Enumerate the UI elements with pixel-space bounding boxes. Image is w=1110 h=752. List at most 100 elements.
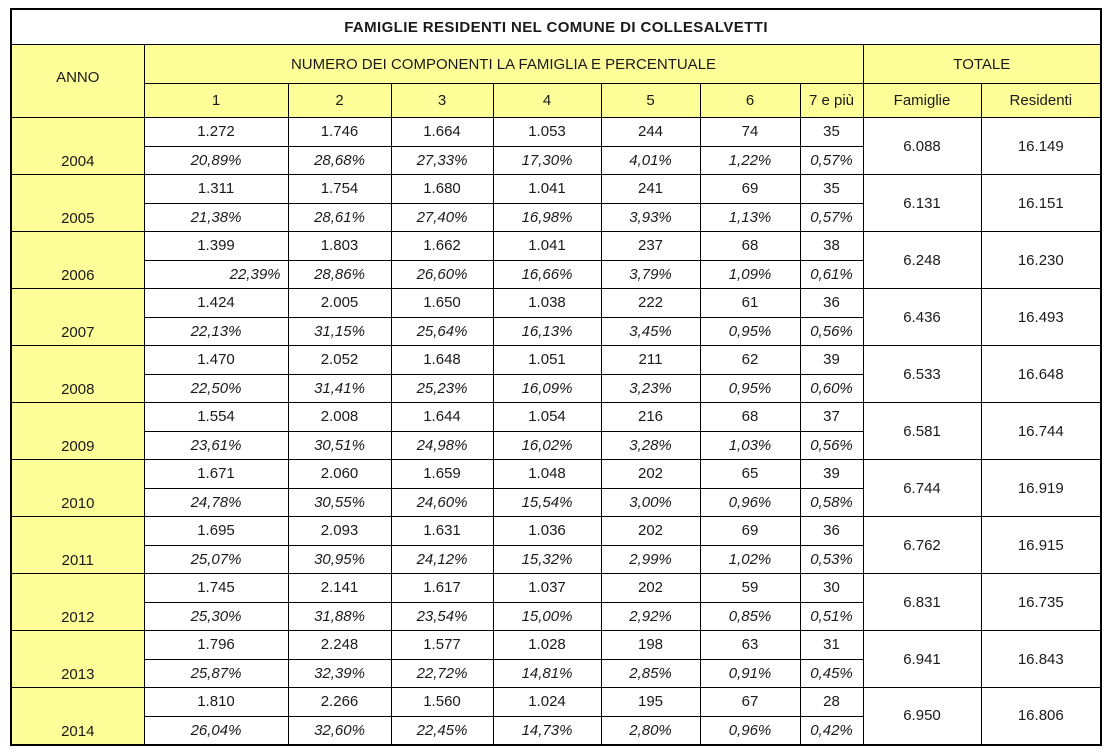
count-cell: 1.036 [492,516,602,546]
year-cell-2004: 2004 [10,117,145,175]
percent-cell: 31,41% [287,373,392,403]
count-cell: 195 [600,687,701,717]
year-cell-2007: 2007 [10,288,145,346]
percent-cell: 0,57% [799,145,864,175]
percent-cell: 25,23% [390,373,494,403]
col-header-famiglie: Famiglie [862,83,982,118]
percent-cell: 28,86% [287,259,392,289]
famiglie-total-cell: 6.581 [862,402,982,460]
count-cell: 2.005 [287,288,392,318]
percent-cell: 22,13% [143,316,289,346]
count-cell: 222 [600,288,701,318]
famiglie-total-cell: 6.831 [862,573,982,631]
percent-cell: 0,95% [699,316,801,346]
percent-cell: 25,87% [143,658,289,688]
year-cell-2008: 2008 [10,345,145,403]
count-cell: 2.008 [287,402,392,432]
percents-row-2005: 21,38% 28,61% 27,40% 16,98% 3,93% 1,13% 0,57% [11,202,1101,232]
count-cell: 2.248 [287,630,392,660]
group-header-componenti: NUMERO DEI COMPONENTI LA FAMIGLIA E PERC… [143,44,864,84]
count-cell: 1.754 [287,174,392,204]
famiglie-total-cell: 6.131 [862,174,982,232]
famiglie-total-cell: 6.248 [862,231,982,289]
count-cell: 1.311 [143,174,289,204]
count-cell: 1.560 [390,687,494,717]
percents-row-2008: 22,50% 31,41% 25,23% 16,09% 3,23% 0,95% 0,60% [11,373,1101,403]
col-header-4: 4 [492,83,602,118]
percent-cell: 3,28% [600,430,701,460]
count-cell: 1.617 [390,573,494,603]
group-header-row: ANNO NUMERO DEI COMPONENTI LA FAMIGLIA E… [10,44,1102,118]
count-cell: 1.644 [390,402,494,432]
percent-cell: 3,79% [600,259,701,289]
year-cell-2005: 2005 [10,174,145,232]
count-cell: 1.028 [492,630,602,660]
percent-cell: 25,64% [390,316,494,346]
count-cell: 61 [699,288,801,318]
percents-row-2013: 25,87% 32,39% 22,72% 14,81% 2,85% 0,91% 0,45% [11,658,1101,688]
count-cell: 1.041 [492,231,602,261]
title-row: FAMIGLIE RESIDENTI NEL COMUNE DI COLLESA… [10,8,1102,45]
count-cell: 1.424 [143,288,289,318]
famiglie-residenti-table: FAMIGLIE RESIDENTI NEL COMUNE DI COLLESA… [10,8,1103,746]
count-cell: 1.648 [390,345,494,375]
residenti-total-cell: 16.648 [980,345,1102,403]
year-cell-2009: 2009 [10,402,145,460]
count-cell: 1.470 [143,345,289,375]
percents-row-2014: 26,04% 32,60% 22,45% 14,73% 2,80% 0,96% 0,42% [11,715,1101,745]
col-header-1: 1 [143,83,289,118]
count-cell: 63 [699,630,801,660]
count-cell: 39 [799,345,864,375]
count-cell: 62 [699,345,801,375]
year-cell-2011: 2011 [10,516,145,574]
col-header-anno: ANNO [10,44,145,118]
percent-cell: 2,92% [600,601,701,631]
table-title: FAMIGLIE RESIDENTI NEL COMUNE DI COLLESA… [10,8,1102,45]
count-cell: 1.671 [143,459,289,489]
percent-cell: 0,95% [699,373,801,403]
percent-cell: 3,93% [600,202,701,232]
count-cell: 36 [799,288,864,318]
count-cell: 1.810 [143,687,289,717]
count-cell: 2.052 [287,345,392,375]
percent-cell: 23,61% [143,430,289,460]
percent-cell: 0,42% [799,715,864,745]
col-header-5: 5 [600,83,701,118]
count-cell: 1.745 [143,573,289,603]
count-cell: 244 [600,117,701,147]
count-cell: 1.662 [390,231,494,261]
count-cell: 1.746 [287,117,392,147]
percents-row-2006: 22,39% 28,86% 26,60% 16,66% 3,79% 1,09% 0,61% [11,259,1101,289]
count-cell: 237 [600,231,701,261]
percent-cell: 1,02% [699,544,801,574]
percent-cell: 1,13% [699,202,801,232]
count-cell: 1.577 [390,630,494,660]
count-cell: 35 [799,117,864,147]
count-cell: 216 [600,402,701,432]
count-cell: 1.796 [143,630,289,660]
percent-cell: 4,01% [600,145,701,175]
percent-cell: 15,32% [492,544,602,574]
count-cell: 1.399 [143,231,289,261]
count-cell: 1.695 [143,516,289,546]
percent-cell: 20,89% [143,145,289,175]
counts-row-2012: 2012 1.745 2.141 1.617 1.037 202 59 30 6.831 16.7… [10,573,1102,631]
group-header-totale: TOTALE [862,44,1102,84]
count-cell: 68 [699,402,801,432]
percent-cell: 31,88% [287,601,392,631]
count-cell: 28 [799,687,864,717]
count-cell: 1.048 [492,459,602,489]
residenti-total-cell: 16.149 [980,117,1102,175]
year-cell-2006: 2006 [10,231,145,289]
year-cell-2010: 2010 [10,459,145,517]
percent-cell: 0,58% [799,487,864,517]
residenti-total-cell: 16.744 [980,402,1102,460]
residenti-total-cell: 16.806 [980,687,1102,745]
percent-cell: 16,09% [492,373,602,403]
count-cell: 65 [699,459,801,489]
count-cell: 69 [699,174,801,204]
count-cell: 1.659 [390,459,494,489]
residenti-total-cell: 16.915 [980,516,1102,574]
count-cell: 67 [699,687,801,717]
percent-cell: 14,81% [492,658,602,688]
